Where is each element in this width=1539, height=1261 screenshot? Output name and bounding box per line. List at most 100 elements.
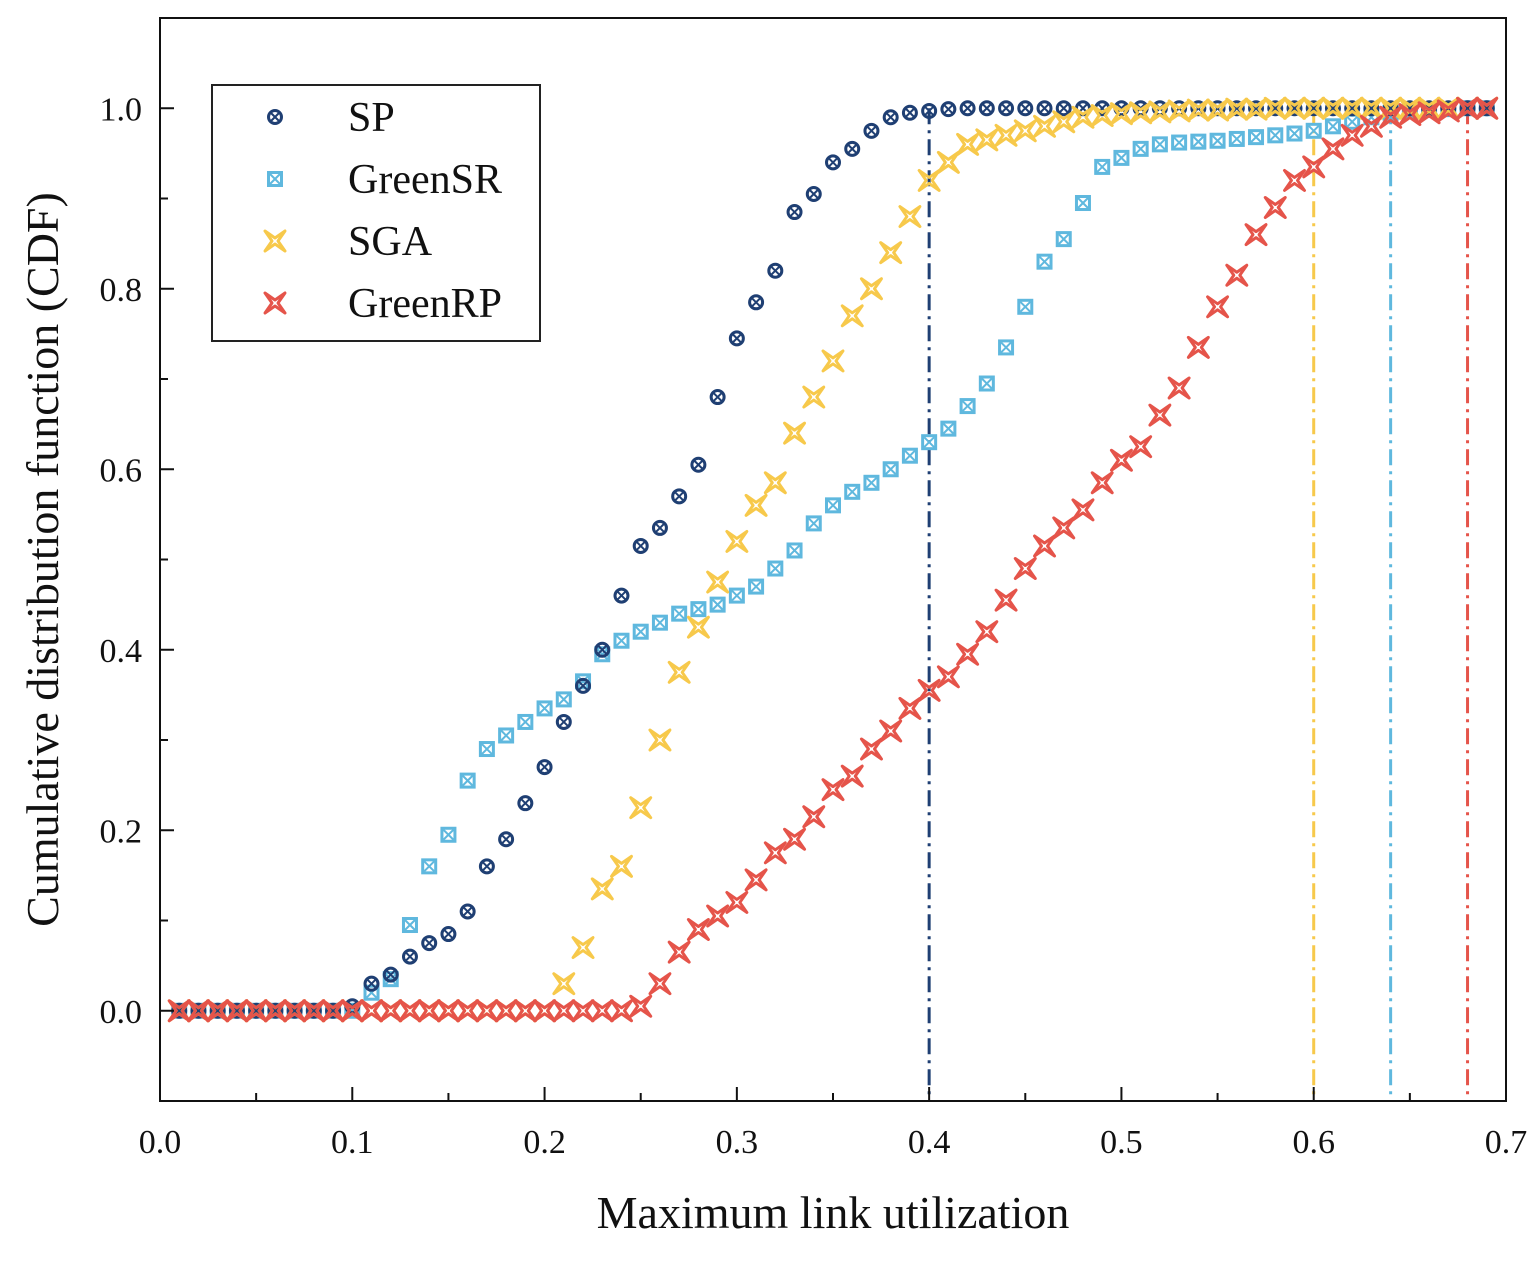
data-point-sga — [1129, 101, 1153, 125]
data-point-greensr — [498, 727, 515, 744]
data-point-greensr — [651, 614, 668, 631]
data-point-sga — [859, 277, 883, 301]
data-point-sp — [959, 100, 976, 117]
data-point-greenrp — [360, 999, 384, 1023]
data-point-greenrp — [859, 737, 883, 761]
data-point-greenrp — [956, 642, 980, 666]
data-point-greensr — [1267, 127, 1284, 144]
data-point-sp — [1324, 100, 1341, 117]
data-point-greenrp — [1013, 557, 1037, 581]
data-point-sga — [975, 128, 999, 152]
data-point-greensr — [1248, 129, 1265, 146]
data-point-greenrp — [840, 764, 864, 788]
data-point-greenrp — [706, 904, 730, 928]
data-point-greensr — [825, 497, 841, 514]
y-tick-label: 1.0 — [100, 91, 143, 128]
data-point-greenrp — [1379, 105, 1403, 129]
legend-marker-greensr — [267, 171, 283, 187]
legend: SP GreenSR SGA GreenRP — [211, 84, 541, 342]
data-point-greenrp — [379, 999, 403, 1023]
data-point-greenrp — [936, 665, 960, 689]
data-point-greensr — [940, 420, 957, 437]
data-point-greenrp — [629, 994, 653, 1018]
data-point-greensr — [555, 691, 572, 708]
data-point-greenrp — [1052, 516, 1076, 540]
data-point-sp — [498, 831, 515, 848]
data-point-greenrp — [1398, 103, 1422, 127]
data-point-sga — [571, 936, 595, 960]
data-point-greensr — [440, 826, 457, 843]
legend-label-greenrp: GreenRP — [348, 281, 502, 327]
reference-lines — [927, 108, 1470, 1101]
data-point-sga — [629, 796, 653, 820]
data-point-greensr — [1286, 125, 1303, 142]
data-point-greensr — [1132, 140, 1149, 157]
legend-item-greenrp: GreenRP — [263, 281, 502, 327]
data-point-sp — [555, 713, 572, 730]
data-point-greenrp — [475, 999, 499, 1023]
data-point-greenrp — [975, 620, 999, 644]
data-point-greenrp — [436, 999, 460, 1023]
data-point-sga — [552, 972, 576, 996]
data-point-greenrp — [1225, 263, 1249, 287]
data-point-sp — [1017, 100, 1034, 117]
data-point-greensr — [921, 434, 938, 451]
data-point-greenrp — [398, 999, 422, 1023]
data-point-sp — [882, 109, 899, 126]
legend-item-greensr: GreenSR — [267, 157, 502, 203]
legend-marker-greenrp — [263, 291, 287, 315]
data-point-greenrp — [898, 696, 922, 720]
data-point-sp — [825, 154, 841, 171]
data-point-greensr — [1324, 118, 1341, 135]
data-point-sp — [382, 966, 399, 983]
data-point-greensr — [959, 398, 976, 415]
data-point-greenrp — [1206, 295, 1230, 319]
data-point-sp — [575, 677, 592, 694]
data-point-greensr — [978, 375, 995, 392]
data-point-greensr — [1036, 253, 1053, 270]
data-point-greenrp — [917, 678, 941, 702]
data-point-sp — [401, 948, 418, 965]
data-point-greenrp — [802, 805, 826, 829]
data-point-sp — [863, 122, 880, 139]
data-point-greensr — [882, 461, 899, 478]
data-point-greenrp — [609, 999, 633, 1023]
data-point-sga — [783, 421, 807, 445]
data-point-greensr — [805, 515, 822, 532]
legend-label-greensr: GreenSR — [348, 157, 502, 203]
data-point-greensr — [786, 542, 803, 559]
data-point-greensr — [1151, 136, 1168, 153]
data-point-greensr — [1074, 195, 1091, 212]
data-point-greensr — [1171, 134, 1188, 151]
data-point-sp — [228, 1002, 245, 1019]
data-point-greensr — [671, 605, 688, 622]
data-point-sga — [1033, 114, 1057, 138]
data-point-greenrp — [513, 999, 537, 1023]
data-point-sp — [844, 140, 861, 157]
data-point-sp — [1363, 100, 1380, 117]
data-point-greensr — [536, 700, 553, 717]
data-point-greenrp — [1109, 448, 1133, 472]
data-point-sp — [613, 587, 630, 604]
data-point-greenrp — [1033, 534, 1057, 558]
data-point-sga — [590, 877, 614, 901]
data-point-greenrp — [879, 719, 903, 743]
legend-item-sga: SGA — [263, 219, 433, 265]
data-point-sp — [248, 1002, 265, 1019]
x-tick-label: 0.7 — [1485, 1124, 1528, 1161]
legend-marker-sga — [263, 229, 287, 253]
data-point-greenrp — [686, 918, 710, 942]
y-tick-label: 0.8 — [100, 272, 143, 309]
y-tick-label: 0.0 — [100, 994, 143, 1031]
data-point-greensr — [1209, 132, 1226, 149]
data-point-greenrp — [417, 999, 441, 1023]
data-point-greensr — [709, 596, 726, 613]
data-point-greenrp — [1282, 168, 1306, 192]
data-point-sp — [1478, 100, 1495, 117]
data-point-greenrp — [1359, 114, 1383, 138]
data-point-sga — [956, 132, 980, 156]
data-point-greensr — [1344, 113, 1361, 130]
data-point-sp — [459, 903, 476, 920]
data-point-greensr — [632, 623, 649, 640]
data-point-greenrp — [1475, 96, 1499, 120]
